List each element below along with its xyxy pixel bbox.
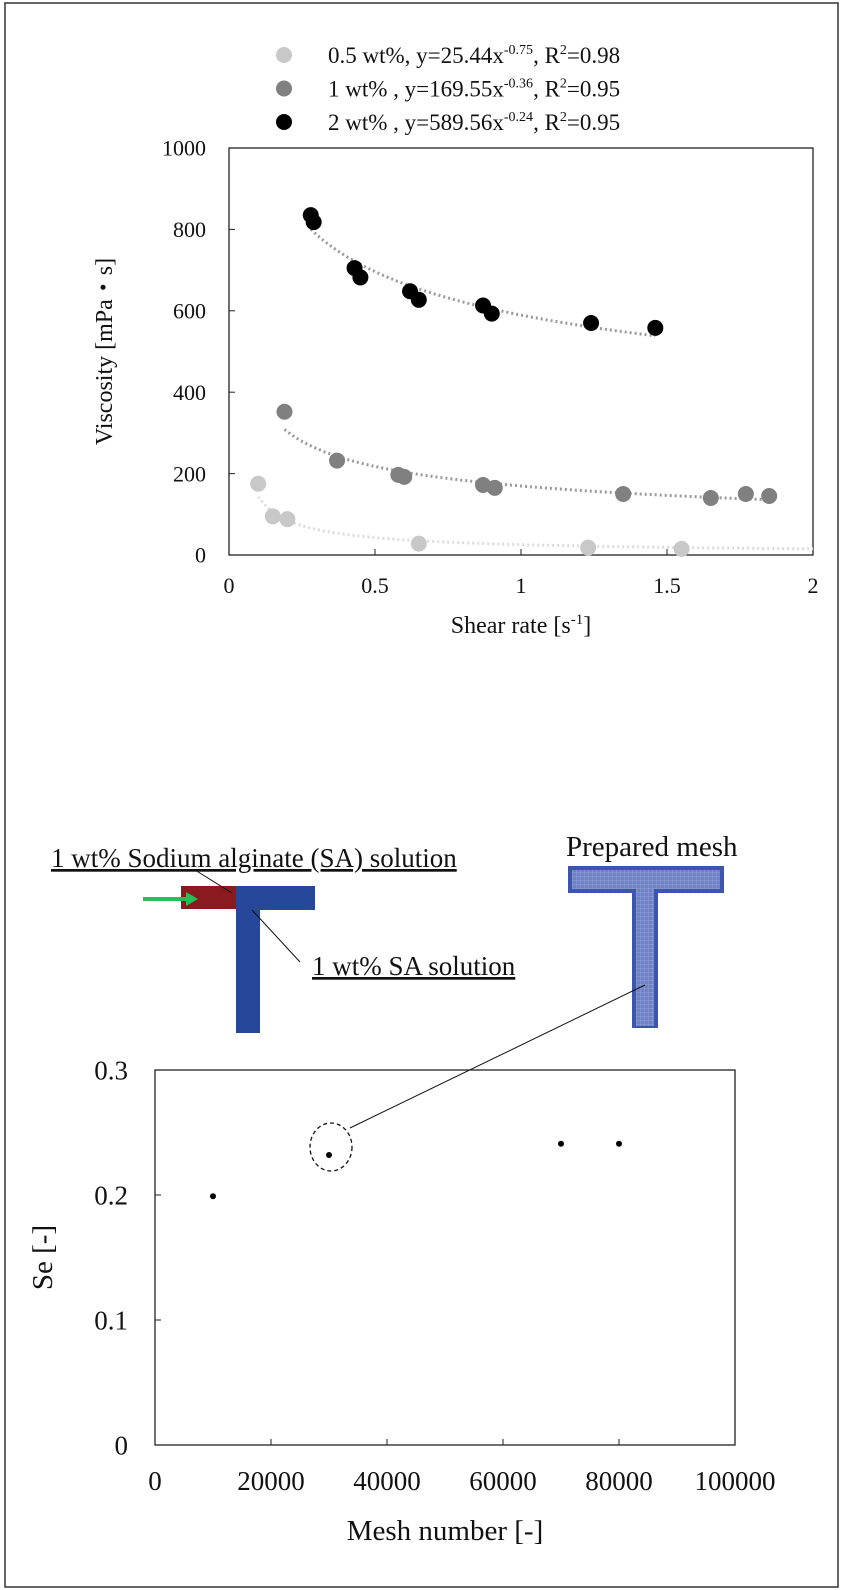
label-part: =0.95 [567,110,620,135]
x-tick-label: 100000 [695,1466,776,1496]
plot-frame [228,147,814,556]
data-point [647,319,664,336]
label-part: , R [533,110,561,135]
data-point [673,540,690,557]
legend-marker [276,80,292,97]
y-tick-label: 0 [195,543,206,568]
data-point [264,508,281,525]
data-point [483,305,500,322]
channel-stem [236,886,260,1033]
label-part: =0.98 [567,43,620,68]
data-point [583,315,600,332]
y-tick-label: 0.2 [94,1180,128,1210]
label-part: =0.95 [567,77,620,102]
label-part: -0.36 [504,77,533,92]
label-part: -0.24 [504,110,533,125]
annotation: 1 wt% Sodium alginate (SA) solution [51,843,457,873]
data-point [352,269,369,286]
x-tick-label: 0 [224,573,235,598]
label-part: , R [533,77,561,102]
trend-line [257,495,813,551]
legend-label: 0.5 wt%, y=25.44x-0.75, R2=0.98 [328,43,620,68]
data-point [410,535,427,552]
data-point [329,452,346,469]
data-point [326,1152,332,1158]
data-point [702,490,719,507]
data-point [558,1140,564,1147]
mesh-grid [636,870,654,1026]
data-point [396,468,413,485]
y-tick-label: 800 [173,217,206,242]
data-point [305,214,322,231]
label-part: -1 [571,612,584,628]
y-tick-label: 1000 [162,136,206,161]
y-tick-label: 200 [173,461,206,486]
data-point [761,487,778,504]
highlight-circle [309,1122,353,1172]
data-point [616,1140,622,1147]
legend-label: 1 wt% , y=169.55x-0.36, R2=0.95 [328,77,620,102]
frame [4,2,839,1588]
mesh-diagram [309,866,724,1172]
channel-diagram [143,869,315,1033]
label-part: ] [583,613,591,639]
x-tick-label: 0.5 [361,573,389,598]
label-part: 2 [560,43,567,58]
data-point [276,403,293,420]
data-point [410,291,427,308]
x-tick-label: 40000 [353,1466,421,1496]
data-point [615,485,632,502]
label-part: -0.75 [504,43,533,58]
x-tick-label: 60000 [469,1466,537,1496]
y-axis-label: Viscosity [mPa・s] [92,258,118,445]
x-tick-label: 2 [808,573,819,598]
label-part: 0.5 wt%, y=25.44x [328,43,504,68]
x-axis-label: Mesh number [-] [347,1515,544,1547]
x-tick-label: 0 [148,1466,162,1496]
y-axis-label: Se [-] [27,1225,59,1290]
x-axis-label: Shear rate [s-1] [451,612,591,639]
data-point [737,485,754,502]
leader-line [194,869,233,894]
plot-frame [154,1069,736,1446]
y-tick-label: 0 [115,1430,129,1460]
annotation: Prepared mesh [566,831,738,863]
legend-marker [276,114,292,130]
x-tick-label: 1.5 [653,573,681,598]
label-part: 2 [560,110,567,125]
callout-line [349,984,646,1129]
data-point [210,1193,216,1200]
data-point [580,539,597,556]
x-tick-label: 1 [516,573,527,598]
label-part: , R [533,43,561,68]
legend-label: 2 wt% , y=589.56x-0.24, R2=0.95 [328,110,620,135]
y-tick-label: 400 [173,380,206,405]
legend-marker [276,47,292,63]
leader-line [251,909,301,963]
y-tick-label: 0.3 [94,1055,128,1085]
x-tick-label: 80000 [585,1466,653,1496]
data-point [279,511,296,528]
inlet [181,886,236,909]
data-point [250,475,267,492]
label-part: 2 wt% , y=589.56x [328,110,504,135]
y-tick-label: 600 [173,299,206,324]
data-point [486,479,503,496]
y-tick-label: 0.1 [94,1305,128,1335]
arrow-head [186,892,198,906]
label-part: 2 [560,77,567,92]
x-tick-label: 20000 [237,1466,305,1496]
label-part: Shear rate [s [451,613,571,639]
annotation: 1 wt% SA solution [312,951,516,981]
trend-line [283,428,770,502]
label-part: 1 wt% , y=169.55x [328,77,504,102]
